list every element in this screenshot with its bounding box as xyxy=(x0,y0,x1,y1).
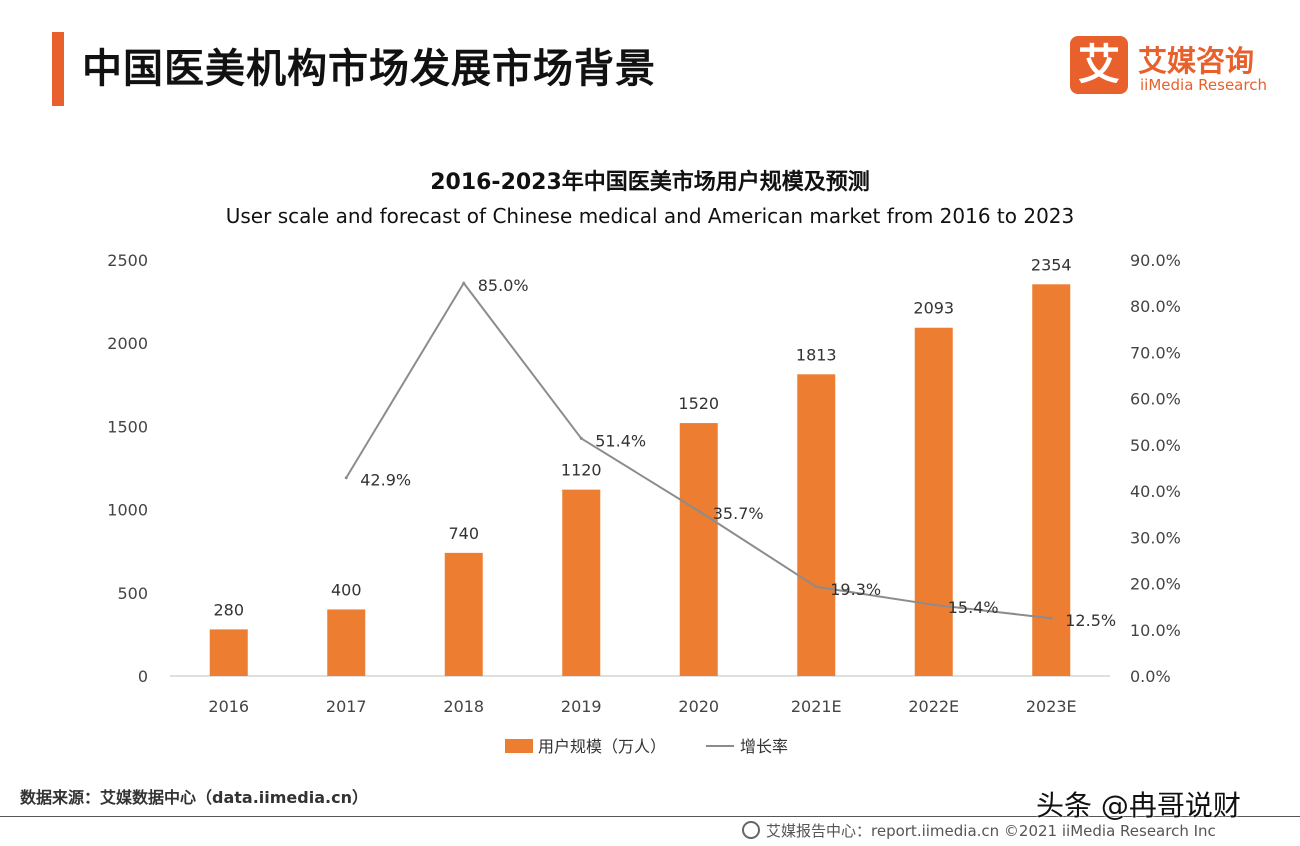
y-left-tick-label: 1000 xyxy=(107,501,148,520)
bar xyxy=(444,552,483,676)
y-right-tick-label: 50.0% xyxy=(1130,436,1181,455)
y-right-tick-label: 60.0% xyxy=(1130,390,1181,409)
footer-label: 艾媒报告中心：report.iimedia.cn ©2021 iiMedia R… xyxy=(766,822,1216,840)
growth-rate-point xyxy=(932,603,936,607)
logo-cn-text: 艾媒咨询 xyxy=(1138,44,1255,78)
y-right-tick-label: 80.0% xyxy=(1130,297,1181,316)
growth-rate-point xyxy=(697,509,701,513)
bar xyxy=(914,327,953,676)
bar xyxy=(679,423,718,676)
y-left-tick-label: 0 xyxy=(138,667,148,686)
y-right-tick-label: 20.0% xyxy=(1130,575,1181,594)
x-tick-label: 2021E xyxy=(791,697,842,716)
x-tick-label: 2016 xyxy=(208,697,249,716)
bar-value-label: 1120 xyxy=(561,461,602,480)
growth-rate-label: 42.9% xyxy=(360,471,411,490)
y-right-tick-label: 70.0% xyxy=(1130,343,1181,362)
x-tick-label: 2017 xyxy=(326,697,367,716)
growth-rate-label: 85.0% xyxy=(478,276,529,295)
bar xyxy=(327,609,366,676)
watermark-text: 头条 @冉哥说财 xyxy=(1036,789,1241,822)
report-center-icon xyxy=(742,821,760,839)
y-right-tick-label: 90.0% xyxy=(1130,251,1181,270)
x-tick-label: 2020 xyxy=(678,697,719,716)
growth-rate-label: 19.3% xyxy=(830,580,881,599)
bar-value-label: 1520 xyxy=(678,394,719,413)
title-accent-bar xyxy=(52,32,64,106)
y-left-tick-label: 2000 xyxy=(107,334,148,353)
x-tick-label: 2019 xyxy=(561,697,602,716)
x-tick-label: 2022E xyxy=(908,697,959,716)
x-tick-label: 2023E xyxy=(1026,697,1077,716)
growth-rate-point xyxy=(1049,616,1053,620)
growth-rate-label: 35.7% xyxy=(713,504,764,523)
data-source: 数据来源：艾媒数据中心（data.iimedia.cn） xyxy=(20,788,368,807)
y-right-tick-label: 40.0% xyxy=(1130,482,1181,501)
growth-rate-label: 51.4% xyxy=(595,431,646,450)
chart-title: 2016-2023年中国医美市场用户规模及预测 xyxy=(430,170,870,195)
bar-value-label: 280 xyxy=(213,600,244,619)
logo-en-text: iiMedia Research xyxy=(1140,76,1267,94)
footer-text: 艾媒报告中心：report.iimedia.cn ©2021 iiMedia R… xyxy=(742,820,1216,841)
chart-subtitle: User scale and forecast of Chinese medic… xyxy=(225,204,1075,228)
y-right-tick-label: 0.0% xyxy=(1130,667,1171,686)
bar-value-label: 740 xyxy=(448,524,479,543)
legend-bar-swatch xyxy=(505,739,533,753)
y-right-tick-label: 10.0% xyxy=(1130,621,1181,640)
growth-rate-label: 12.5% xyxy=(1065,611,1116,630)
legend-line-label: 增长率 xyxy=(740,737,788,756)
legend-bar-label: 用户规模（万人） xyxy=(538,737,666,756)
bar-value-label: 2093 xyxy=(913,299,954,318)
bar xyxy=(797,374,836,676)
bar xyxy=(209,629,248,676)
bar xyxy=(1032,284,1071,676)
logo-mark-icon: 艾 xyxy=(1070,36,1128,94)
y-left-tick-label: 2500 xyxy=(107,251,148,270)
bar-value-label: 400 xyxy=(331,580,362,599)
growth-rate-point xyxy=(814,585,818,589)
bar-value-label: 2354 xyxy=(1031,255,1072,274)
page-title: 中国医美机构市场发展市场背景 xyxy=(82,46,656,92)
brand-logo: 艾 艾媒咨询 iiMedia Research xyxy=(1070,36,1280,98)
x-tick-label: 2018 xyxy=(443,697,484,716)
growth-rate-point xyxy=(579,436,583,440)
growth-rate-label: 15.4% xyxy=(948,598,999,617)
y-left-tick-label: 1500 xyxy=(107,417,148,436)
y-left-tick-label: 500 xyxy=(117,584,148,603)
growth-rate-point xyxy=(344,476,348,480)
y-right-tick-label: 30.0% xyxy=(1130,528,1181,547)
bar xyxy=(562,489,601,676)
bar-value-label: 1813 xyxy=(796,345,837,364)
growth-rate-point xyxy=(462,281,466,285)
footer-divider xyxy=(0,816,1300,817)
